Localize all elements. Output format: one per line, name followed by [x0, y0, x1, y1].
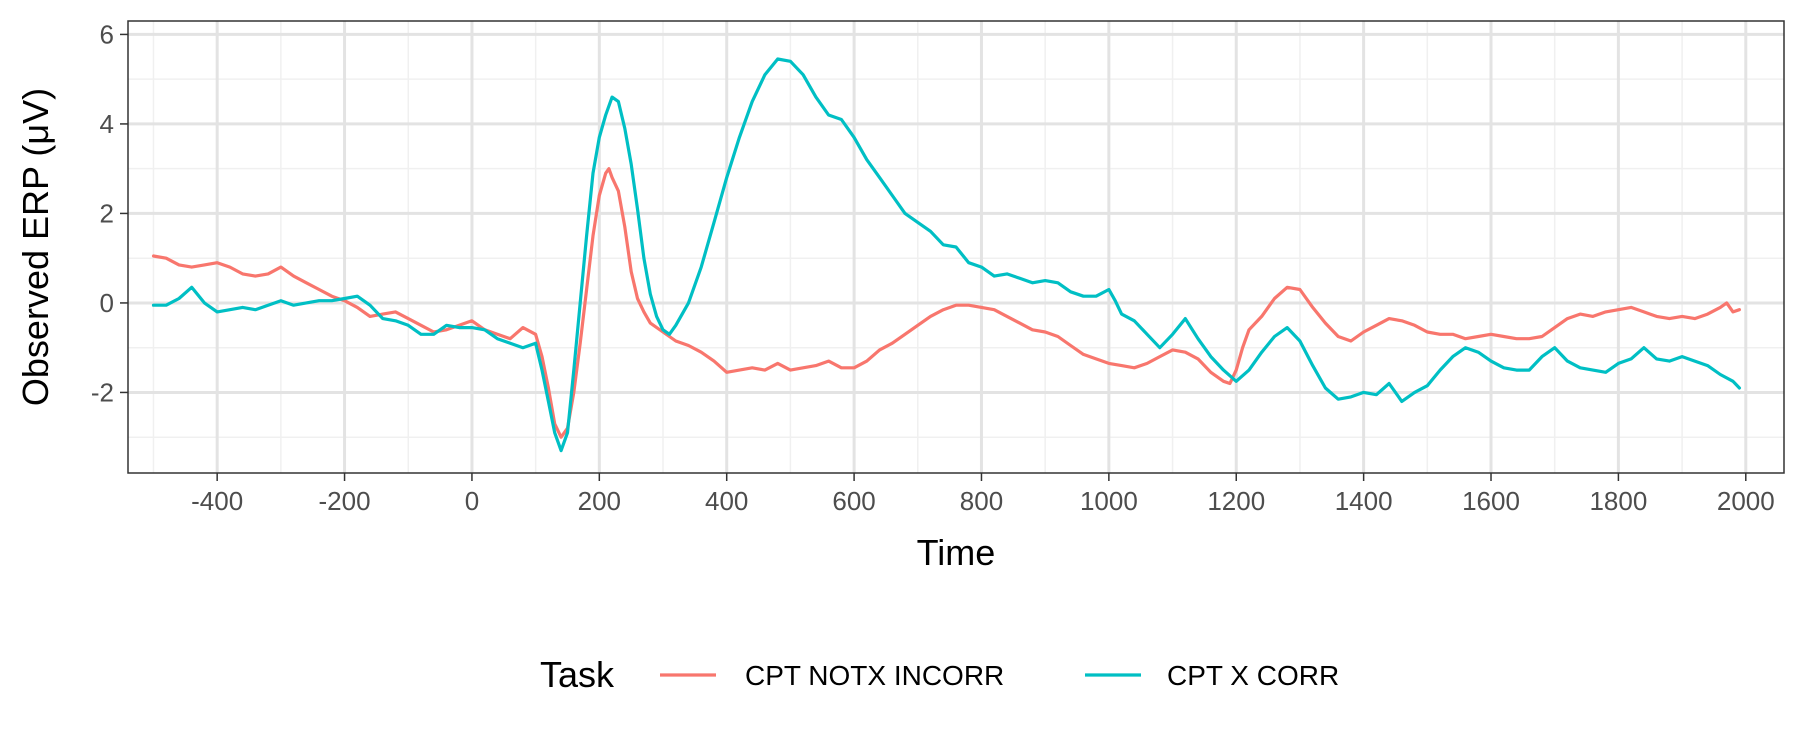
legend-label: CPT X CORR — [1167, 660, 1339, 691]
minor-gridlines — [128, 21, 1784, 473]
y-tick-label: 2 — [100, 198, 114, 228]
series-line — [151, 167, 1741, 439]
y-axis-title: Observed ERP (μV) — [15, 88, 56, 406]
x-tick-label: 0 — [465, 486, 479, 516]
x-tick-label: -400 — [191, 486, 243, 516]
plot-panel-border — [127, 20, 1785, 474]
x-tick-label: 1000 — [1080, 486, 1138, 516]
x-axis: -400 -200 0 200 400 600 800 1000 1200 1400 1600 180… — [191, 473, 1775, 516]
x-tick-label: 1800 — [1589, 486, 1647, 516]
legend: Task CPT NOTX INCORR CPT X CORR — [540, 654, 1339, 695]
x-tick-label: 1600 — [1462, 486, 1520, 516]
x-tick-label: 600 — [832, 486, 875, 516]
x-tick-label: 200 — [578, 486, 621, 516]
x-tick-label: 400 — [705, 486, 748, 516]
y-tick-label: 6 — [100, 19, 114, 49]
major-gridlines — [128, 21, 1784, 473]
y-tick-label: 0 — [100, 288, 114, 318]
x-tick-label: 2000 — [1717, 486, 1775, 516]
x-tick-label: 1200 — [1207, 486, 1265, 516]
series-line — [151, 57, 1741, 453]
y-axis: -2 0 2 4 6 — [91, 19, 128, 407]
x-tick-label: 1400 — [1335, 486, 1393, 516]
x-axis-title: Time — [917, 532, 996, 573]
x-tick-label: -200 — [319, 486, 371, 516]
legend-label: CPT NOTX INCORR — [745, 660, 1004, 691]
series-lines — [151, 57, 1741, 453]
x-tick-label: 800 — [960, 486, 1003, 516]
legend-title: Task — [540, 654, 615, 695]
y-tick-label: 4 — [100, 109, 114, 139]
y-tick-label: -2 — [91, 377, 114, 407]
